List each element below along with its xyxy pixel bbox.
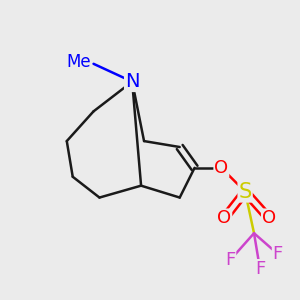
Text: N: N xyxy=(125,72,140,91)
Text: O: O xyxy=(214,159,228,177)
Text: S: S xyxy=(238,182,252,202)
Text: F: F xyxy=(273,245,283,263)
Text: O: O xyxy=(262,209,276,227)
Text: F: F xyxy=(255,260,265,278)
Text: Me: Me xyxy=(66,53,91,71)
Text: F: F xyxy=(225,251,236,269)
Text: O: O xyxy=(217,209,231,227)
